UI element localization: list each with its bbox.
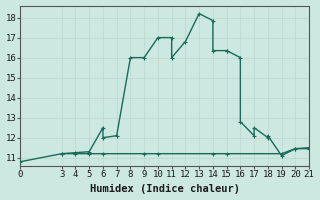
X-axis label: Humidex (Indice chaleur): Humidex (Indice chaleur) <box>90 184 240 194</box>
